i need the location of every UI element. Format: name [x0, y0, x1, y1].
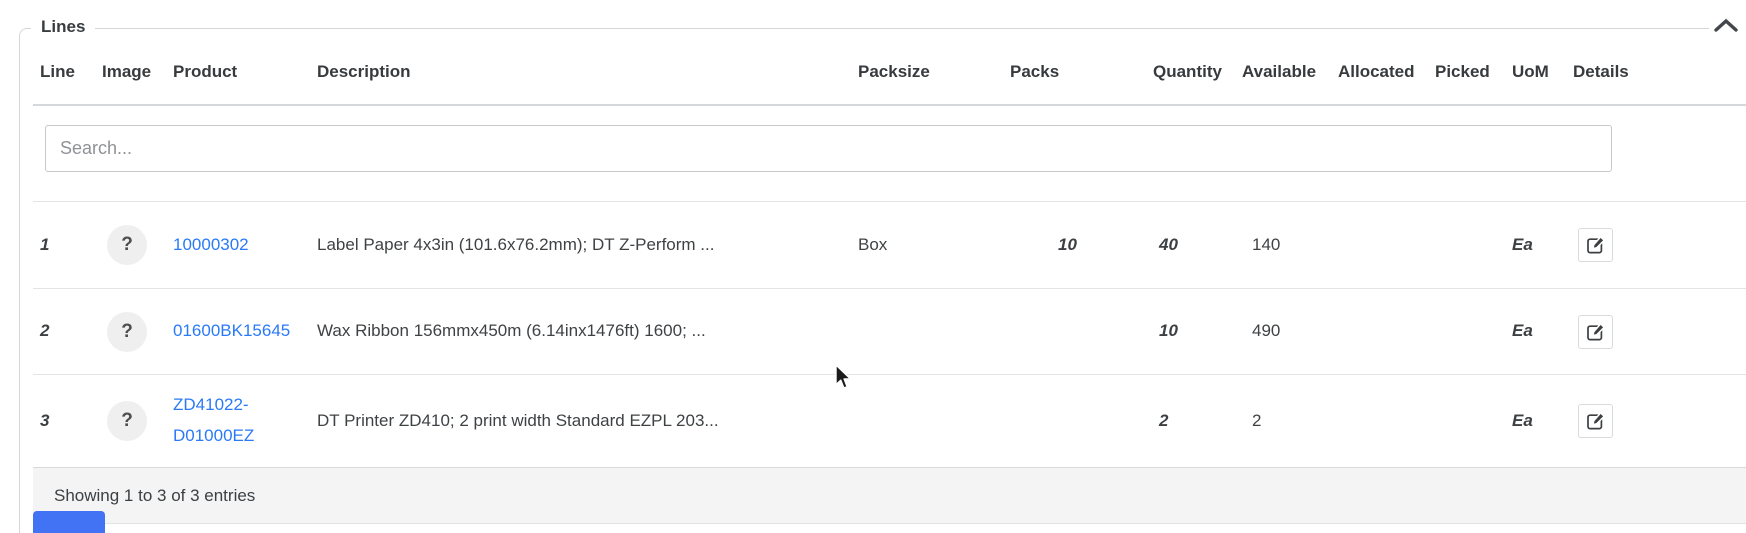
- table-header-row: Line Image Product Description Packsize …: [33, 40, 1746, 106]
- column-header-available: Available: [1242, 61, 1317, 81]
- column-header-quantity: Quantity: [1153, 61, 1222, 81]
- column-header-allocated: Allocated: [1338, 61, 1415, 81]
- table-info-bar: Showing 1 to 3 of 3 entries: [33, 467, 1746, 524]
- line-number: 1: [40, 234, 50, 254]
- description-text: Wax Ribbon 156mmx450m (6.14inx1476ft) 16…: [317, 321, 706, 341]
- column-header-image: Image: [102, 61, 152, 81]
- table-row: 2 ? 01600BK15645 Wax Ribbon 156mmx450m (…: [33, 288, 1746, 374]
- details-edit-button[interactable]: [1578, 228, 1613, 262]
- column-header-uom: UoM: [1512, 61, 1549, 81]
- collapse-panel-button[interactable]: [1709, 12, 1743, 40]
- line-number: 2: [40, 321, 50, 341]
- column-header-packs: Packs: [1010, 61, 1060, 81]
- uom-value: Ea: [1512, 234, 1533, 254]
- line-number: 3: [40, 410, 50, 430]
- uom-value: Ea: [1512, 410, 1533, 430]
- available-value: 2: [1252, 410, 1262, 430]
- image-placeholder-icon: ?: [107, 401, 147, 441]
- edit-icon: [1586, 411, 1606, 431]
- quantity-value: 10: [1159, 321, 1178, 341]
- available-value: 490: [1252, 321, 1281, 341]
- packsize-value: Box: [858, 234, 888, 254]
- edit-icon: [1586, 235, 1606, 255]
- edit-icon: [1586, 322, 1606, 342]
- product-link[interactable]: 01600BK15645: [173, 321, 291, 341]
- image-placeholder-icon: ?: [107, 311, 147, 352]
- column-header-details: Details: [1573, 61, 1629, 81]
- table-search-area: [33, 106, 1746, 201]
- column-header-picked: Picked: [1435, 61, 1490, 81]
- column-header-line: Line: [40, 61, 75, 81]
- table-row: 3 ? ZD41022-D01000EZ DT Printer ZD410; 2…: [33, 374, 1746, 467]
- product-link[interactable]: ZD41022-D01000EZ: [173, 395, 255, 445]
- column-header-packsize: Packsize: [858, 61, 930, 81]
- description-text: Label Paper 4x3in (101.6x76.2mm); DT Z-P…: [317, 234, 715, 254]
- uom-value: Ea: [1512, 321, 1533, 341]
- quantity-value: 40: [1159, 234, 1178, 254]
- lines-table: Line Image Product Description Packsize …: [33, 40, 1746, 524]
- showing-entries-text: Showing 1 to 3 of 3 entries: [54, 485, 256, 505]
- panel-title: Lines: [31, 17, 96, 37]
- details-edit-button[interactable]: [1578, 314, 1613, 349]
- description-text: DT Printer ZD410; 2 print width Standard…: [317, 410, 719, 430]
- table-row: 1 ? 10000302 Label Paper 4x3in (101.6x76…: [33, 201, 1746, 288]
- details-edit-button[interactable]: [1578, 404, 1613, 438]
- primary-button-partial[interactable]: [33, 511, 105, 533]
- chevron-up-icon: [1713, 17, 1739, 35]
- available-value: 140: [1252, 234, 1281, 254]
- image-placeholder-icon: ?: [107, 225, 147, 265]
- packs-value: 10: [1058, 234, 1077, 254]
- column-header-product: Product: [173, 61, 238, 81]
- search-input[interactable]: [45, 125, 1612, 172]
- quantity-value: 2: [1159, 410, 1169, 430]
- column-header-description: Description: [317, 61, 411, 81]
- product-link[interactable]: 10000302: [173, 234, 249, 254]
